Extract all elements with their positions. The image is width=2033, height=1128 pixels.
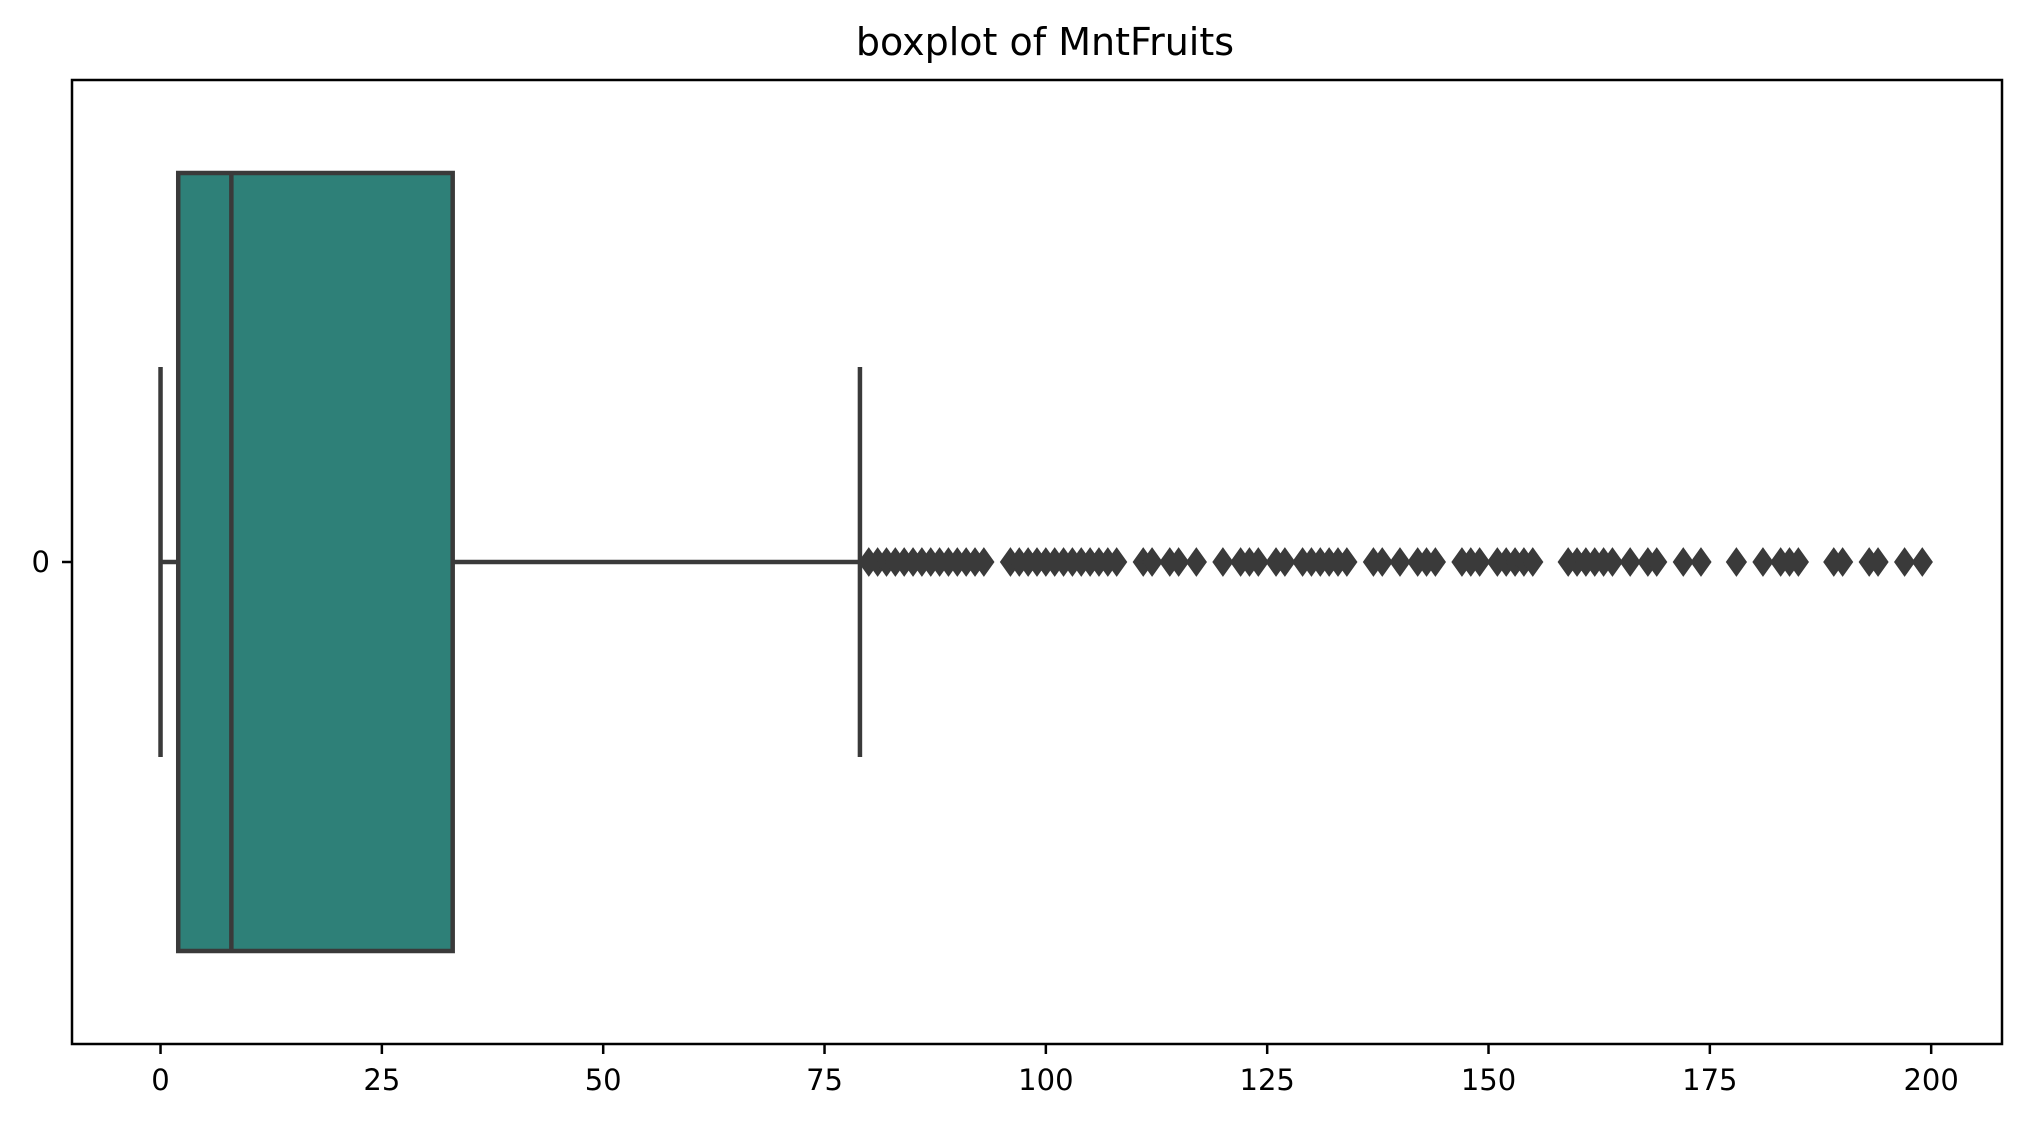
outlier-point <box>1106 547 1128 577</box>
x-tick-label: 100 <box>1018 1063 1073 1097</box>
outlier-point <box>1619 547 1641 577</box>
outlier-point <box>1893 547 1916 577</box>
outlier-point <box>1601 547 1624 577</box>
outlier-point <box>1469 547 1491 577</box>
outlier-point <box>973 547 995 577</box>
y-axis: 0 <box>32 545 72 579</box>
outlier-point <box>1725 547 1748 577</box>
outlier-point <box>1336 547 1358 577</box>
plot-area <box>158 170 1933 954</box>
x-axis: 0 25 50 75 100 125 150 175 200 <box>151 1044 1959 1097</box>
x-tick-label: 125 <box>1240 1063 1295 1097</box>
outlier-point <box>1274 547 1296 577</box>
outlier-point <box>1867 547 1889 577</box>
outlier-point <box>1247 547 1269 577</box>
x-tick-label: 25 <box>363 1063 400 1097</box>
outlier-point <box>1389 547 1411 577</box>
outlier-point <box>1752 547 1774 577</box>
x-tick-label: 200 <box>1903 1063 1958 1097</box>
x-tick-label: 0 <box>151 1063 169 1097</box>
y-tick-label: 0 <box>32 545 50 579</box>
iqr-box <box>175 170 455 954</box>
outlier-point <box>1371 547 1393 577</box>
x-tick-label: 75 <box>806 1063 843 1097</box>
outlier-point <box>1690 547 1712 577</box>
outlier-point <box>1212 547 1234 577</box>
outlier-point <box>1646 547 1668 577</box>
outlier-point <box>1168 547 1190 577</box>
outlier-point <box>1185 547 1207 577</box>
outlier-point <box>1911 547 1933 577</box>
x-tick-label: 175 <box>1682 1063 1737 1097</box>
outlier-point <box>1522 547 1544 577</box>
x-tick-label: 50 <box>585 1063 622 1097</box>
outlier-point <box>1832 547 1854 577</box>
outlier-point <box>1141 547 1163 577</box>
outlier-point <box>1424 547 1447 577</box>
outlier-point <box>1672 547 1694 577</box>
outlier-point <box>1787 547 1809 577</box>
x-tick-label: 150 <box>1461 1063 1516 1097</box>
chart-title: boxplot of MntFruits <box>856 20 1234 64</box>
